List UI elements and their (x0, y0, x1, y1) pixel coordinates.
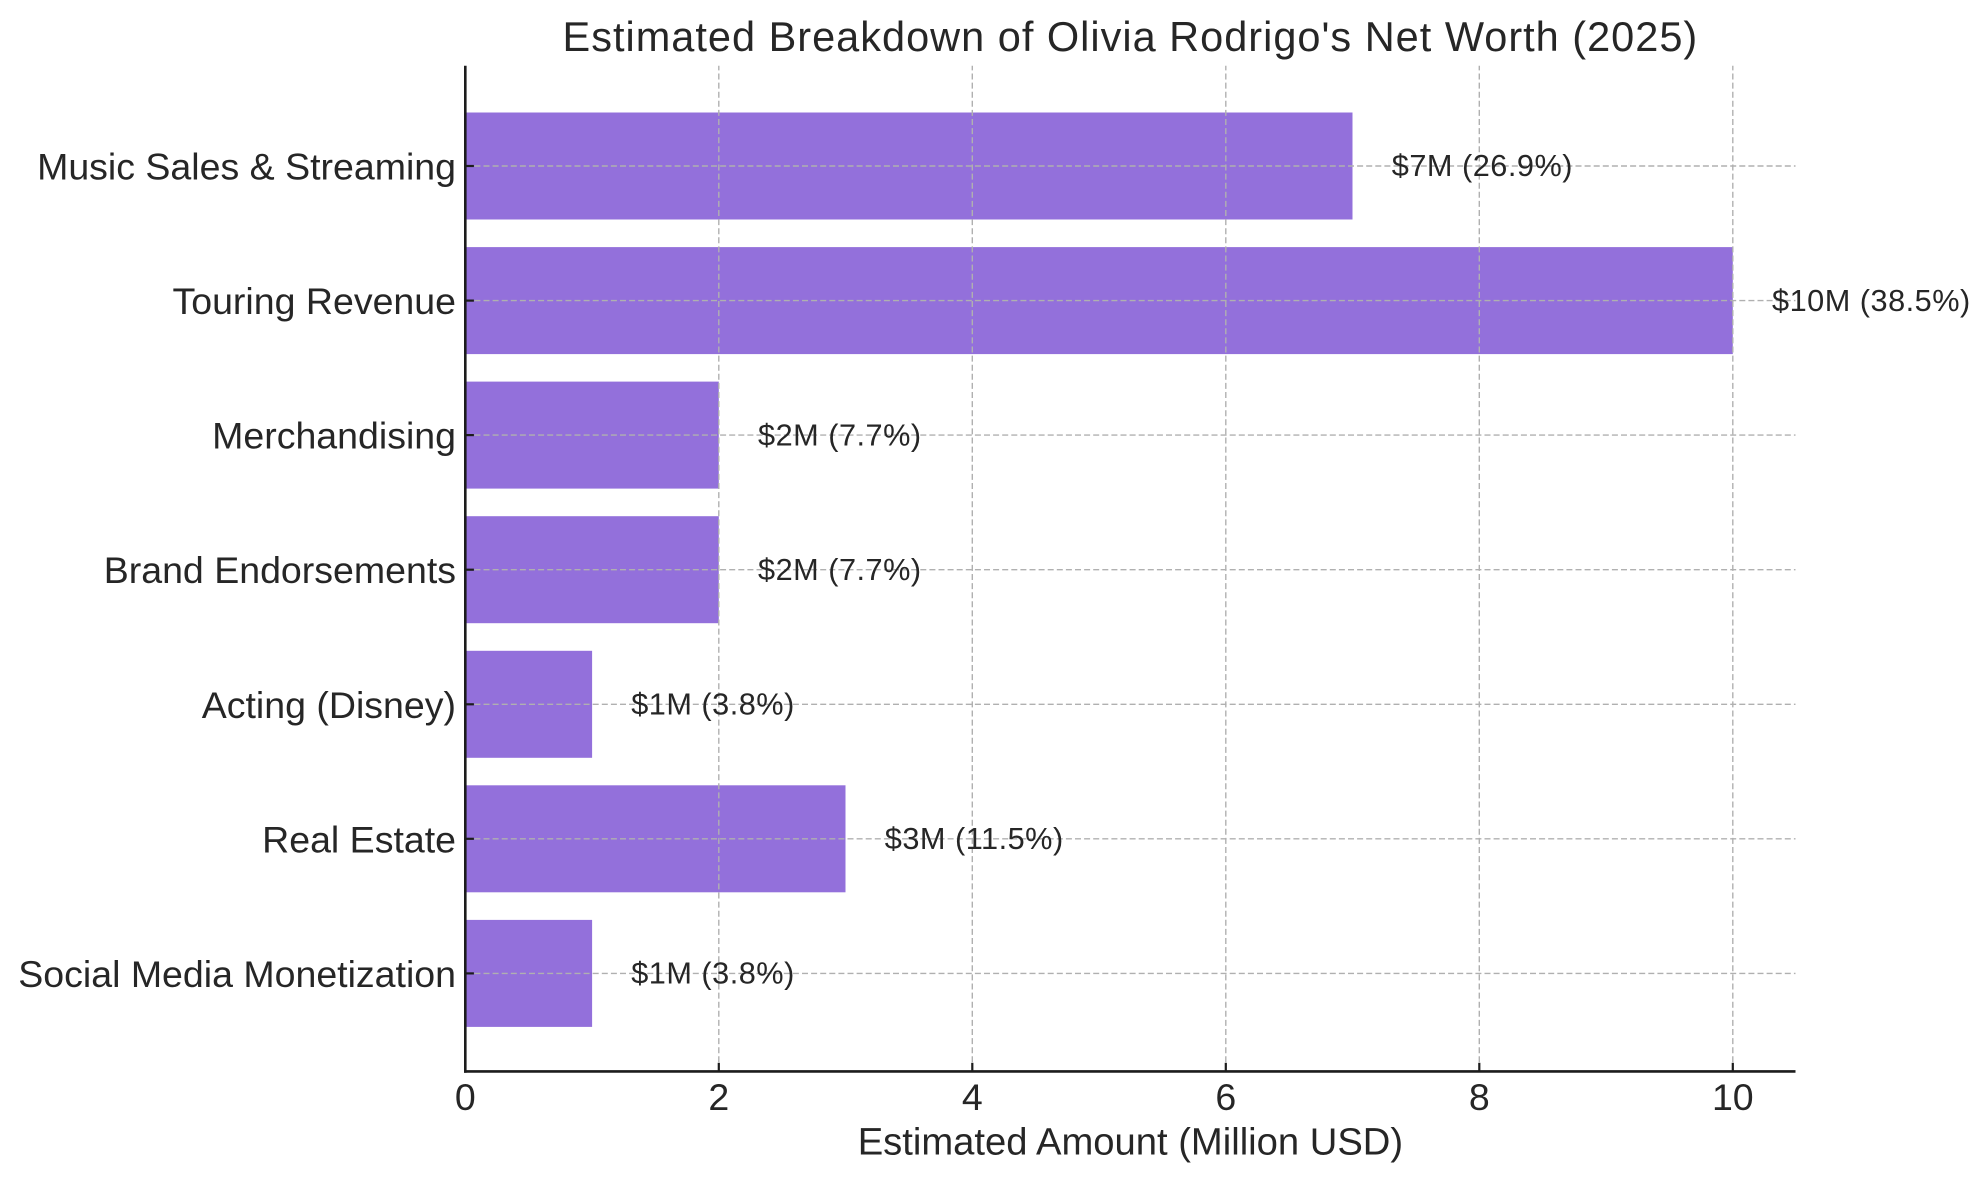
svg-text:Merchandising: Merchandising (212, 415, 456, 457)
svg-text:$10M (38.5%): $10M (38.5%) (1772, 283, 1971, 318)
svg-text:Music Sales & Streaming: Music Sales & Streaming (37, 146, 456, 188)
svg-text:6: 6 (1215, 1076, 1236, 1118)
svg-text:Touring Revenue: Touring Revenue (172, 280, 456, 322)
svg-text:$1M (3.8%): $1M (3.8%) (631, 687, 795, 722)
svg-text:Acting (Disney): Acting (Disney) (202, 684, 456, 726)
svg-text:2: 2 (708, 1076, 729, 1118)
svg-text:Social Media Monetization: Social Media Monetization (18, 953, 456, 995)
svg-text:10: 10 (1712, 1076, 1754, 1118)
svg-text:Brand Endorsements: Brand Endorsements (104, 549, 456, 591)
svg-text:$7M (26.9%): $7M (26.9%) (1392, 148, 1573, 183)
svg-text:$3M (11.5%): $3M (11.5%) (885, 821, 1064, 856)
svg-text:$2M (7.7%): $2M (7.7%) (758, 417, 922, 452)
svg-text:$2M (7.7%): $2M (7.7%) (758, 552, 922, 587)
svg-text:Estimated Amount (Million USD): Estimated Amount (Million USD) (858, 1121, 1403, 1164)
svg-text:8: 8 (1469, 1076, 1490, 1118)
svg-text:Real Estate: Real Estate (262, 818, 456, 860)
svg-text:4: 4 (962, 1076, 983, 1118)
svg-text:0: 0 (455, 1076, 476, 1118)
svg-text:Estimated Breakdown of Olivia: Estimated Breakdown of Olivia Rodrigo's … (563, 13, 1699, 60)
svg-text:$1M (3.8%): $1M (3.8%) (631, 956, 795, 991)
